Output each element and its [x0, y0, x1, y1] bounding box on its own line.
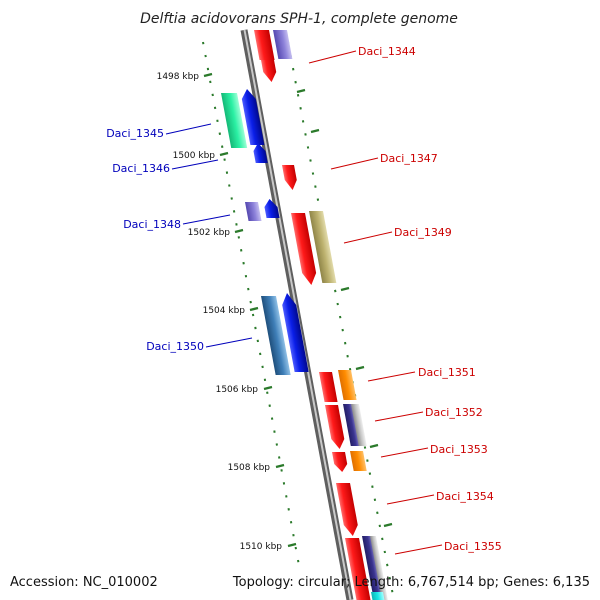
tick-mark-1504 — [249, 306, 259, 312]
right-rail-ticks — [296, 88, 393, 528]
gene-daci-1347[interactable] — [282, 165, 299, 190]
tick-label-1498: 1498 kbp — [157, 72, 200, 82]
leader-daci-1353 — [380, 447, 429, 458]
gene-daci-1354[interactable] — [336, 483, 360, 536]
gene-daci-1345-blue[interactable] — [240, 89, 265, 145]
gene-steel-1350[interactable] — [261, 296, 291, 375]
leader-daci-1350 — [205, 337, 253, 348]
gene-daci-1353-red[interactable] — [332, 452, 349, 472]
gene-daci-1352-grey[interactable] — [351, 404, 367, 446]
rail-tick — [340, 286, 350, 292]
tick-label-1502: 1502 kbp — [188, 228, 231, 238]
leader-daci-1347 — [330, 157, 379, 170]
gene-daci-1349[interactable] — [291, 213, 318, 285]
label-daci-1346[interactable]: Daci_1346 — [112, 162, 170, 175]
rail-dot — [376, 511, 379, 515]
tick-mark-1508 — [275, 463, 285, 469]
rail-tick — [383, 522, 393, 528]
gene-daci-1345-green[interactable] — [221, 93, 248, 148]
tick-mark-1500 — [219, 151, 229, 157]
tick-label-1500: 1500 kbp — [173, 151, 216, 161]
leader-daci-1355 — [394, 544, 443, 555]
label-daci-1344[interactable]: Daci_1344 — [358, 45, 416, 58]
leader-daci-1351 — [367, 371, 416, 382]
label-daci-1347[interactable]: Daci_1347 — [380, 152, 438, 165]
label-daci-1350[interactable]: Daci_1350 — [146, 340, 204, 353]
label-daci-1348[interactable]: Daci_1348 — [123, 218, 181, 231]
topology-text: Topology: circular; Length: 6,767,514 bp… — [232, 575, 590, 590]
gene-daci-1351[interactable] — [338, 370, 357, 400]
rail-tick — [310, 128, 320, 134]
label-daci-1345[interactable]: Daci_1345 — [106, 127, 164, 140]
tick-label-1504: 1504 kbp — [203, 306, 246, 316]
gene-daci-1348[interactable] — [263, 199, 280, 218]
leader-daci-1352 — [374, 411, 424, 422]
gene-daci-1353[interactable] — [350, 451, 367, 471]
tick-label-1508: 1508 kbp — [228, 463, 271, 473]
gene-daci-1352-navy[interactable] — [343, 404, 360, 446]
rail-tick — [296, 88, 306, 94]
label-daci-1349[interactable]: Daci_1349 — [394, 226, 452, 239]
leader-daci-1354 — [386, 494, 435, 505]
tick-label-1510: 1510 kbp — [240, 542, 283, 552]
gene-daci-1346[interactable] — [252, 143, 268, 163]
tick-label-1506: 1506 kbp — [216, 385, 259, 395]
label-daci-1351[interactable]: Daci_1351 — [418, 366, 476, 379]
gene-daci-1344-b[interactable] — [261, 60, 278, 82]
tick-mark-1502 — [234, 228, 244, 234]
gene-daci-1348-purple[interactable] — [245, 202, 262, 221]
rail-dot — [334, 289, 337, 293]
gene-daci-1350[interactable] — [280, 293, 309, 372]
gene-daci-1355-navy[interactable] — [362, 536, 383, 600]
rail-tick — [369, 443, 379, 449]
leader-daci-1349 — [343, 231, 393, 244]
map-title: Delftia acidovorans SPH-1, complete geno… — [140, 11, 458, 27]
scale-rail-left — [202, 41, 300, 563]
scale-rail-right — [287, 41, 394, 593]
gene-daci-1355[interactable] — [345, 538, 371, 600]
gene-purple-1344[interactable] — [273, 30, 293, 59]
rail-dot — [386, 563, 389, 567]
leader-daci-1344 — [308, 50, 357, 64]
tick-mark-1498 — [203, 72, 213, 78]
gene-labels: Daci_1344 Daci_1347 Daci_1349 Daci_1351 … — [106, 45, 502, 555]
gene-daci-1344-a[interactable] — [254, 30, 275, 60]
tick-mark-1506 — [263, 385, 273, 391]
rail-tick — [355, 365, 365, 371]
genes — [221, 30, 388, 600]
gene-khaki-1349[interactable] — [309, 211, 337, 283]
gene-daci-1352-red[interactable] — [325, 405, 346, 449]
gene-daci-1351-red[interactable] — [319, 372, 338, 402]
leader-daci-1348 — [182, 214, 231, 225]
label-daci-1355[interactable]: Daci_1355 — [444, 540, 502, 553]
accession-text: Accession: NC_010002 — [10, 575, 158, 590]
gene-cyan[interactable] — [371, 592, 385, 600]
leader-daci-1346 — [171, 159, 219, 170]
label-daci-1353[interactable]: Daci_1353 — [430, 443, 488, 456]
leader-daci-1345 — [165, 123, 212, 135]
gene-daci-1355-grey[interactable] — [370, 536, 388, 600]
label-daci-1354[interactable]: Daci_1354 — [436, 490, 494, 503]
label-daci-1352[interactable]: Daci_1352 — [425, 406, 483, 419]
tick-mark-1510 — [287, 542, 297, 548]
scale-ticks: 1498 kbp 1500 kbp 1502 kbp 1504 kbp 1506… — [157, 72, 297, 552]
